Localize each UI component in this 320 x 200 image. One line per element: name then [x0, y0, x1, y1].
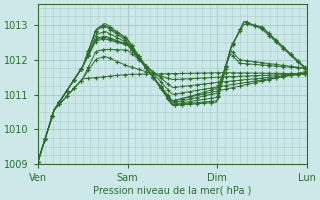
X-axis label: Pression niveau de la mer( hPa ): Pression niveau de la mer( hPa ) — [93, 186, 252, 196]
